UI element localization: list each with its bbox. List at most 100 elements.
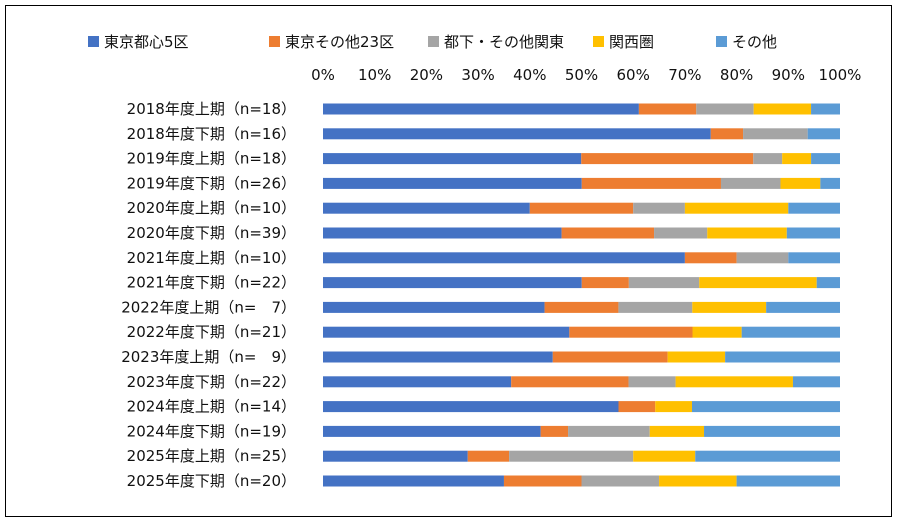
bar-segment [788, 252, 840, 264]
bar-segment [509, 450, 634, 462]
y-category-label: 2019年度下期（n=26） [127, 174, 296, 192]
y-category-label: 2018年度下期（n=16） [127, 125, 296, 143]
y-category-label: 2021年度下期（n=22） [127, 274, 296, 292]
legend-swatch [716, 36, 727, 47]
x-tick-label: 40% [513, 66, 546, 84]
bar-segment [628, 277, 700, 289]
bar-segment [561, 227, 655, 239]
bar-segment [467, 450, 510, 462]
bar-segment [581, 177, 721, 189]
bar-segment [743, 128, 808, 140]
y-category-label: 2022年度上期（n= 7） [121, 298, 296, 316]
bar-segment [581, 277, 629, 289]
x-tick-label: 80% [720, 66, 753, 84]
bar-segment [323, 227, 562, 239]
x-tick-label: 90% [772, 66, 805, 84]
bar-segment [725, 351, 840, 363]
y-category-label: 2022年度下期（n=21） [127, 323, 296, 341]
y-category-label: 2018年度上期（n=18） [127, 100, 296, 118]
bar-segment [581, 153, 754, 165]
bar-segment [323, 326, 570, 338]
bar-segment [766, 301, 840, 313]
bar-segment [552, 351, 668, 363]
x-tick-label: 60% [617, 66, 650, 84]
x-tick-label: 20% [410, 66, 443, 84]
y-category-label: 2024年度下期（n=19） [127, 422, 296, 440]
y-category-label: 2024年度上期（n=14） [127, 398, 296, 416]
bar-segment [811, 153, 840, 165]
bar-segment [633, 450, 696, 462]
y-axis-labels: 2018年度上期（n=18） 2018年度下期（n=16） 2019年度上期（n=1… [121, 100, 296, 490]
bar-segment [707, 227, 787, 239]
bar-segment [695, 450, 840, 462]
x-axis-ticks: 0% 10% 20% 30% 40% 50% 60% 70% 80% 90% 100% [311, 66, 861, 84]
bar-segment [780, 177, 821, 189]
bar-segment [633, 202, 685, 214]
bar-segment [692, 326, 742, 338]
bar-segment [654, 227, 708, 239]
bar-segment [696, 103, 754, 115]
legend-label: その他 [732, 33, 777, 51]
legend-label: 東京都心5区 [104, 33, 189, 51]
bar-segment [323, 475, 504, 487]
bar-segment [659, 475, 737, 487]
bar-segment [684, 202, 789, 214]
bar-segment [710, 128, 744, 140]
bar-segment [684, 252, 737, 264]
bar-segment [736, 252, 789, 264]
bar-segment [811, 103, 840, 115]
bar-segment [544, 301, 619, 313]
bar-segment [628, 376, 676, 388]
bar-segment [323, 376, 512, 388]
bar-segment [692, 301, 767, 313]
x-tick-label: 50% [565, 66, 598, 84]
bar-segment [753, 103, 812, 115]
x-tick-label: 10% [358, 66, 391, 84]
legend-label: 都下・その他関東 [444, 33, 564, 51]
bar-segment [323, 252, 685, 264]
bar-segment [323, 351, 553, 363]
bar-segment [568, 425, 650, 437]
bar-segment [736, 475, 840, 487]
y-category-label: 2025年度下期（n=20） [127, 472, 296, 490]
bar-segment [786, 227, 840, 239]
bar-segment [753, 153, 783, 165]
y-category-label: 2021年度上期（n=10） [127, 249, 296, 267]
bar-segment [782, 153, 812, 165]
bar-segment [638, 103, 697, 115]
bar-segment [569, 326, 693, 338]
bar-segment [667, 351, 726, 363]
bar-segment [323, 425, 541, 437]
y-category-label: 2025年度上期（n=25） [127, 447, 296, 465]
y-category-label: 2023年度上期（n= 9） [121, 348, 296, 366]
y-category-label: 2020年度上期（n=10） [127, 199, 296, 217]
x-tick-label: 0% [311, 66, 335, 84]
legend-swatch [593, 36, 604, 47]
legend: 東京都心5区 東京その他23区 都下・その他関東 関西圏 その他 [88, 33, 777, 51]
bar-segment [323, 153, 582, 165]
bar-segment [323, 450, 468, 462]
bar-segment [792, 376, 840, 388]
y-category-label: 2019年度上期（n=18） [127, 150, 296, 168]
bar-segment [511, 376, 629, 388]
bar-segment [323, 128, 711, 140]
bar-segment [655, 401, 692, 413]
bar-segment [323, 301, 545, 313]
bar-segment [323, 177, 582, 189]
bar-segment [323, 103, 639, 115]
bar-segment [503, 475, 582, 487]
bar-segment [699, 277, 817, 289]
bar-segment [618, 401, 656, 413]
bar-segment [816, 277, 840, 289]
bar-segment [807, 128, 840, 140]
legend-swatch [269, 36, 280, 47]
x-tick-label: 70% [668, 66, 701, 84]
bar-segment [788, 202, 840, 214]
legend-label: 関西圏 [609, 33, 654, 51]
bar-segment [618, 301, 693, 313]
bar-segment [323, 277, 582, 289]
bar-segment [691, 401, 840, 413]
x-tick-label: 100% [819, 66, 862, 84]
bar-segment [529, 202, 634, 214]
